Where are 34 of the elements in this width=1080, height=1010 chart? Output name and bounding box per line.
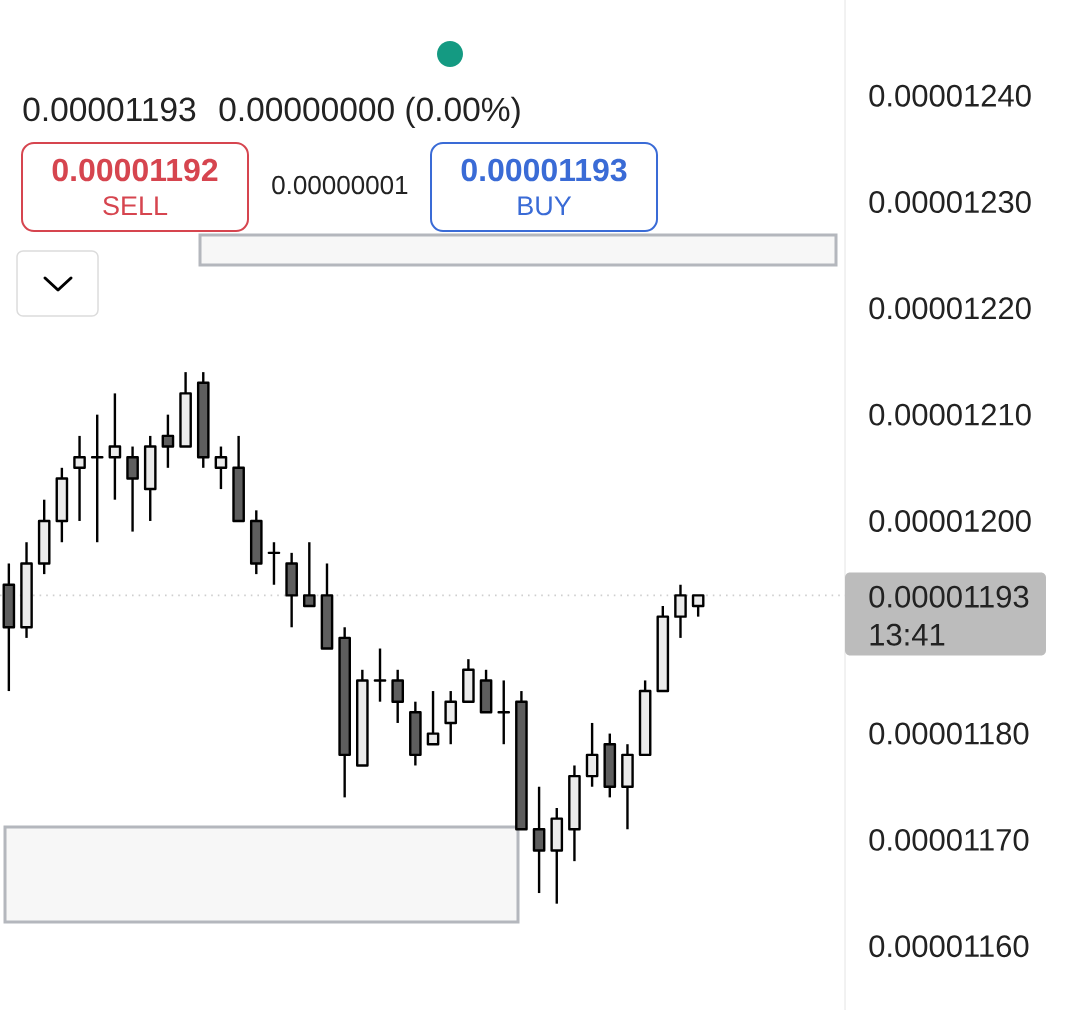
y-tick-label: 0.00001200 bbox=[869, 509, 1031, 532]
candlestick bbox=[391, 668, 405, 725]
y-tick-label: 0.00001160 bbox=[869, 935, 1029, 958]
annotation: BUY bbox=[518, 196, 572, 216]
annotation: 0.00001192 bbox=[52, 158, 218, 182]
y-tick-label: 0.00001170 bbox=[869, 828, 1029, 851]
y-tick-label: 0.00001230 bbox=[869, 191, 1031, 214]
annotation: 0.00001193 bbox=[461, 158, 627, 182]
ref-line-label: 0.00001193 bbox=[869, 585, 1029, 608]
candlestick bbox=[90, 413, 104, 544]
y-tick-label: 0.00001210 bbox=[869, 403, 1031, 426]
y-tick-label: 0.00001220 bbox=[869, 297, 1031, 320]
candlestick bbox=[426, 689, 440, 746]
annotation: SELL bbox=[103, 196, 168, 216]
annotation: 0.00000000 (0.00%) bbox=[219, 96, 520, 128]
candlestick bbox=[126, 445, 139, 533]
candlestick bbox=[373, 647, 387, 703]
candlestick bbox=[108, 392, 122, 501]
candlestick bbox=[444, 689, 458, 746]
candlestick bbox=[73, 434, 86, 523]
candlestick bbox=[585, 721, 599, 788]
candlestick bbox=[497, 679, 511, 746]
candlestick bbox=[674, 583, 687, 640]
candlestick bbox=[532, 785, 546, 895]
candlestick bbox=[302, 541, 316, 608]
annotation: 0.00000001 bbox=[272, 175, 408, 195]
candlestick bbox=[691, 594, 705, 618]
text: 13:41 bbox=[870, 623, 945, 646]
y-tick-label: 0.00001240 bbox=[869, 84, 1031, 107]
candlestick bbox=[267, 541, 281, 586]
candlestick bbox=[214, 445, 228, 491]
y-tick-label: 0.00001180 bbox=[869, 722, 1029, 745]
candlestick bbox=[161, 413, 175, 470]
annotation: 0.00001193 bbox=[23, 97, 196, 122]
